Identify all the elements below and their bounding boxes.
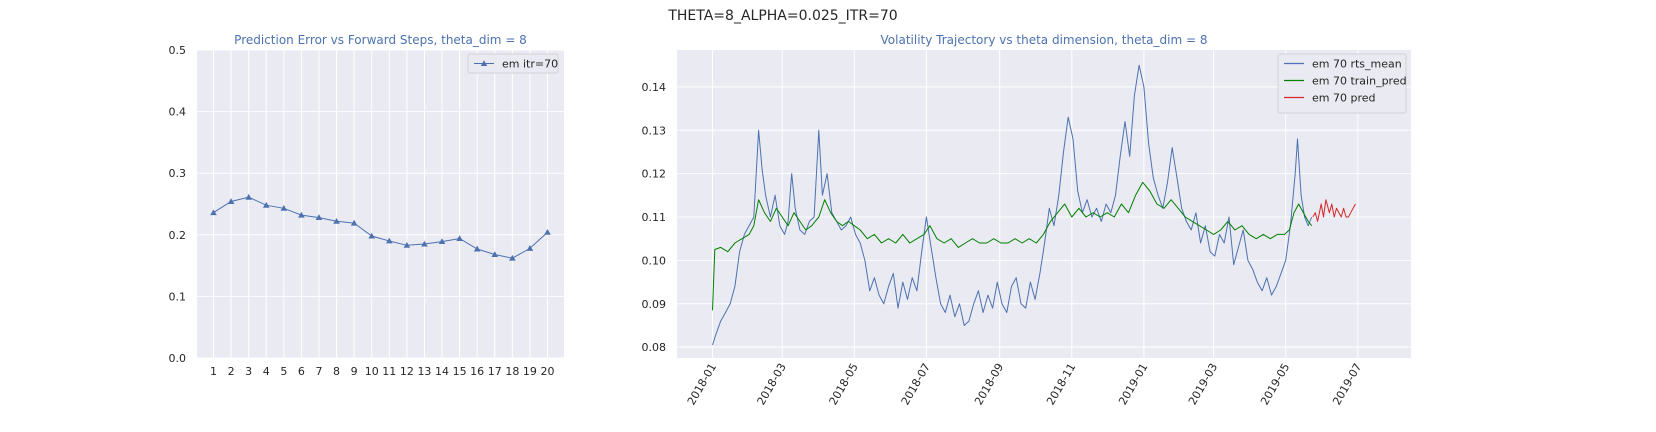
legend-box (1277, 53, 1407, 114)
legend-label: em itr=70 (502, 58, 558, 71)
x-tick-label: 7 (315, 365, 322, 378)
x-tick-label: 3 (245, 365, 252, 378)
left-panel-title: Prediction Error vs Forward Steps, theta… (234, 33, 527, 47)
x-tick-label: 2018-09 (972, 361, 1006, 407)
x-tick-label: 2018-07 (899, 361, 933, 407)
y-tick-label: 0.1 (169, 290, 187, 303)
legend-label-em-70-rts-mean: em 70 rts_mean (1312, 58, 1402, 71)
data-point-marker (227, 198, 235, 205)
legend-box (467, 53, 559, 74)
data-point-marker (403, 241, 411, 248)
left-legend: em itr=70 (467, 53, 559, 74)
x-tick-label: 5 (280, 365, 287, 378)
y-tick-label: 0.10 (642, 254, 667, 267)
data-point-marker (526, 245, 534, 251)
y-tick-label: 0.12 (642, 168, 667, 181)
data-point-marker (298, 211, 305, 218)
data-point-marker (280, 205, 288, 211)
data-point-marker (350, 219, 358, 226)
x-tick-label: 2019-01 (1116, 361, 1150, 407)
y-tick-label: 0.14 (642, 81, 667, 94)
x-tick-label: 14 (435, 365, 449, 378)
plot-area-left (197, 50, 564, 358)
x-tick-label: 4 (263, 365, 270, 378)
data-point-marker (368, 232, 376, 239)
x-tick-label: 12 (400, 365, 414, 378)
y-tick-label: 0.3 (169, 167, 187, 180)
y-tick-label: 0.11 (642, 211, 667, 224)
x-tick-label: 2019-07 (1330, 361, 1364, 407)
x-tick-label: 8 (333, 365, 340, 378)
x-tick-label: 2 (228, 365, 235, 378)
data-point-marker (245, 193, 252, 200)
x-tick-label: 15 (453, 365, 467, 378)
x-tick-label: 2018-01 (685, 361, 719, 407)
series-line-em-itr-70 (213, 196, 548, 259)
x-tick-label: 10 (365, 365, 379, 378)
y-tick-label: 0.13 (642, 124, 667, 137)
volatility-trajectory-panel: 2018-01 2018-03 2018-05 2018-07 2018-09 2018-… (642, 33, 1411, 407)
x-tick-label: 2018-11 (1044, 361, 1078, 407)
y-tick-label: 0.2 (169, 229, 187, 242)
x-tick-label: 9 (351, 365, 358, 378)
data-point-marker (421, 240, 428, 247)
x-tick-label: 13 (417, 365, 431, 378)
x-tick-label: 6 (298, 365, 305, 378)
y-tick-label: 0.08 (642, 341, 667, 354)
x-tick-label: 16 (470, 365, 484, 378)
legend-label-em-70-pred: em 70 pred (1312, 92, 1376, 105)
y-tick-label: 0.4 (169, 106, 187, 119)
data-point-marker (544, 229, 551, 235)
data-point-marker (438, 238, 446, 245)
data-point-marker (385, 237, 393, 244)
x-tick-label: 20 (541, 365, 555, 378)
right-panel-title: Volatility Trajectory vs theta dimension… (881, 33, 1208, 47)
y-tick-label: 0.09 (642, 298, 667, 311)
data-point-marker (262, 201, 270, 208)
series-line-em-70-rts-mean (712, 64, 1313, 346)
series-line-em-70-pred (1312, 199, 1356, 222)
x-tick-label: 18 (505, 365, 519, 378)
data-point-marker (315, 214, 323, 221)
x-tick-label: 2019-03 (1186, 361, 1220, 407)
x-tick-label: 2019-05 (1258, 361, 1292, 407)
legend-marker (480, 60, 488, 66)
x-tick-label: 1 (210, 365, 217, 378)
x-tick-label: 11 (382, 365, 396, 378)
y-tick-label: 0.0 (169, 352, 187, 365)
y-tick-label: 0.5 (169, 44, 187, 57)
data-point-marker (509, 254, 516, 261)
data-point-marker (333, 217, 340, 224)
data-point-marker (491, 251, 499, 257)
x-tick-label: 17 (488, 365, 502, 378)
x-tick-label: 2018-03 (755, 361, 789, 407)
x-tick-label: 2018-05 (827, 361, 861, 407)
data-point-marker (210, 209, 217, 216)
series-line-em-70-train-pred (712, 181, 1313, 311)
figure-suptitle: THETA=8_ALPHA=0.025_ITR=70 (667, 8, 897, 24)
x-tick-label: 19 (523, 365, 537, 378)
data-point-marker (473, 245, 481, 252)
legend-label-em-70-train-pred: em 70 train_pred (1312, 75, 1407, 88)
prediction-error-panel: 1 2 3 4 5 6 7 8 9 10 11 12 13 14 15 16 17 18 19 20 0.00.10.… (169, 33, 564, 378)
data-point-marker (456, 235, 463, 241)
